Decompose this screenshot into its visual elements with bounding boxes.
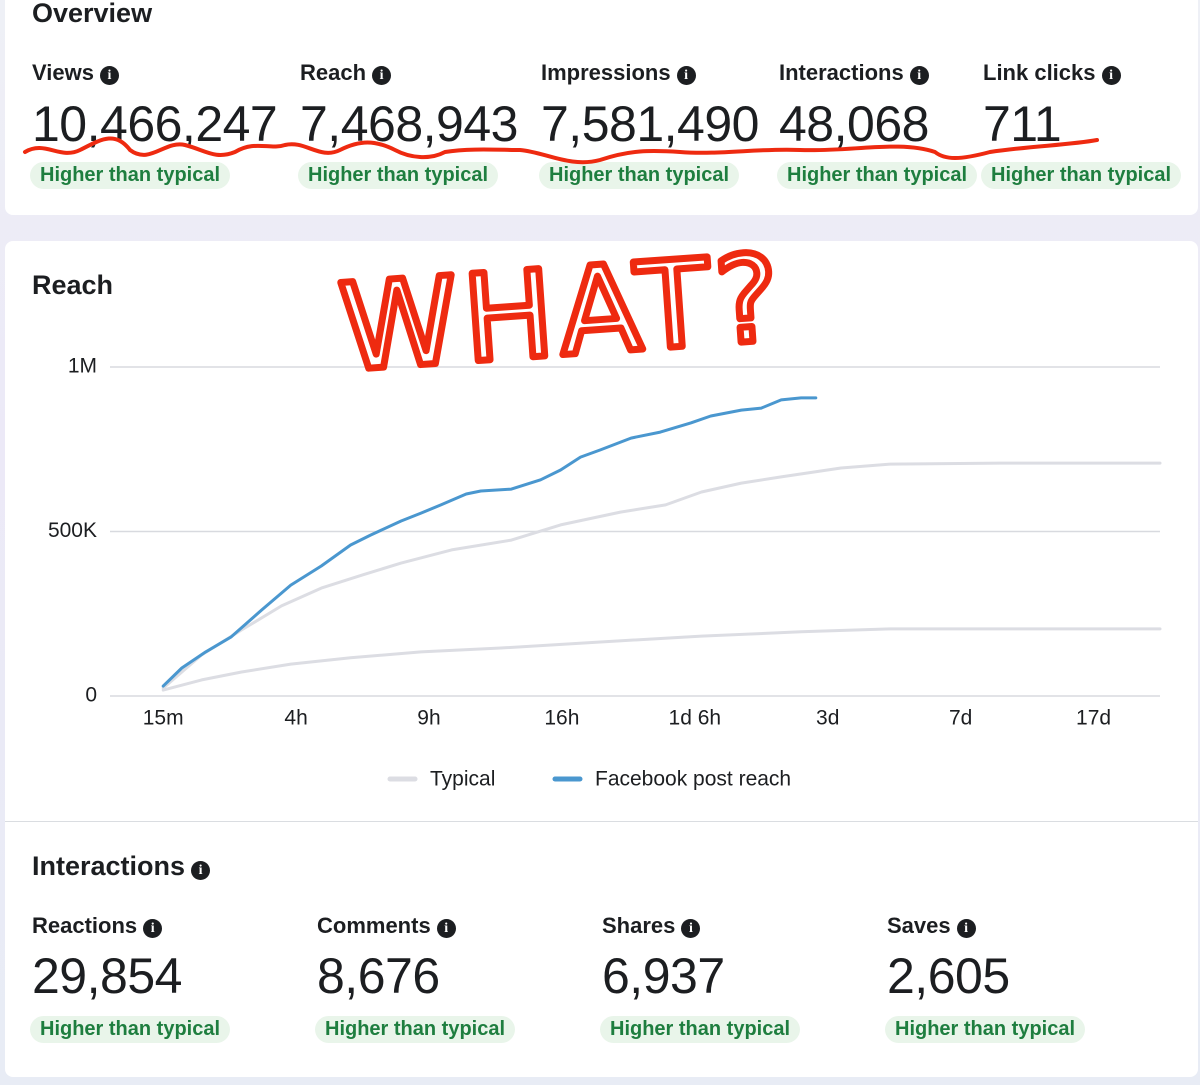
- metric-value: 6,937: [602, 947, 725, 1005]
- metric-value: 48,068: [779, 95, 929, 153]
- metric-badge-text: Higher than typical: [610, 1018, 791, 1040]
- metric-label: Interactions i: [779, 60, 929, 86]
- metric-label: Comments i: [317, 913, 456, 939]
- metric-label-text: Reach: [300, 60, 367, 85]
- metric-label: Reach i: [300, 60, 392, 86]
- metric-label: Impressions i: [541, 60, 696, 86]
- divider: [5, 821, 1198, 822]
- metric-value: 711: [983, 95, 1062, 153]
- metric-badge: Higher than typical: [777, 162, 978, 189]
- metric-label: Shares i: [602, 913, 701, 939]
- metric-badge-text: Higher than typical: [895, 1018, 1076, 1040]
- metric-label-text: Comments: [317, 913, 431, 938]
- info-icon[interactable]: i: [681, 919, 701, 938]
- metric-label-text: Views: [32, 60, 94, 85]
- info-icon[interactable]: i: [143, 919, 163, 938]
- metric-badge-text: Higher than typical: [325, 1018, 506, 1040]
- metric-value-text: 7,581,490: [541, 96, 759, 152]
- metric-value: 7,581,490: [541, 95, 759, 153]
- info-icon[interactable]: i: [99, 66, 119, 85]
- metric-label: Link clicks i: [983, 60, 1121, 86]
- metric-value: 2,605: [887, 947, 1010, 1005]
- metric-badge: Higher than typical: [30, 162, 231, 189]
- metric-badge-text: Higher than typical: [991, 164, 1172, 186]
- metric-badge-text: Higher than typical: [40, 164, 221, 186]
- metric-label: Views i: [32, 60, 119, 86]
- metric-value-text: 29,854: [32, 948, 182, 1004]
- metric-badge-text: Higher than typical: [787, 164, 968, 186]
- overview-title: Overview: [32, 0, 153, 28]
- metric-label-text: Shares: [602, 913, 676, 938]
- metric-badge: Higher than typical: [298, 162, 499, 189]
- metric-label-text: Impressions: [541, 60, 671, 85]
- metric-value-text: 6,937: [602, 948, 725, 1004]
- metric-value: 7,468,943: [300, 95, 518, 153]
- metric-value-text: 2,605: [887, 948, 1010, 1004]
- metric-label-text: Saves: [887, 913, 951, 938]
- metric-value-text: 10,466,247: [32, 96, 278, 152]
- info-icon[interactable]: i: [436, 919, 456, 938]
- title-text: Interactions: [32, 851, 186, 881]
- metric-badge: Higher than typical: [981, 162, 1182, 189]
- metric-value-text: 48,068: [779, 96, 929, 152]
- info-icon[interactable]: i: [372, 66, 392, 85]
- metric-badge: Higher than typical: [539, 162, 740, 189]
- info-icon[interactable]: i: [1101, 66, 1121, 85]
- info-icon[interactable]: i: [191, 861, 211, 880]
- metric-value: 10,466,247: [32, 95, 278, 153]
- metric-label-text: Interactions: [779, 60, 904, 85]
- metric-value: 8,676: [317, 947, 440, 1005]
- metric-badge: Higher than typical: [885, 1016, 1086, 1043]
- metric-value-text: 7,468,943: [300, 96, 518, 152]
- metric-badge-text: Higher than typical: [40, 1018, 221, 1040]
- info-icon[interactable]: i: [676, 66, 696, 85]
- info-icon[interactable]: i: [956, 919, 976, 938]
- metric-badge-text: Higher than typical: [549, 164, 730, 186]
- info-icon[interactable]: i: [909, 66, 929, 85]
- metric-badge-text: Higher than typical: [308, 164, 489, 186]
- metric-value-text: 8,676: [317, 948, 440, 1004]
- metric-value-text: 711: [983, 96, 1062, 152]
- metric-label: Reactions i: [32, 913, 163, 939]
- metric-label-text: Reactions: [32, 913, 138, 938]
- metric-label-text: Link clicks: [983, 60, 1096, 85]
- metric-label: Saves i: [887, 913, 976, 939]
- interactions-title: Interactions i: [32, 851, 211, 882]
- metric-badge: Higher than typical: [600, 1016, 801, 1043]
- metric-value: 29,854: [32, 947, 182, 1005]
- metric-badge: Higher than typical: [315, 1016, 516, 1043]
- reach-title: Reach: [32, 270, 114, 300]
- metric-badge: Higher than typical: [30, 1016, 231, 1043]
